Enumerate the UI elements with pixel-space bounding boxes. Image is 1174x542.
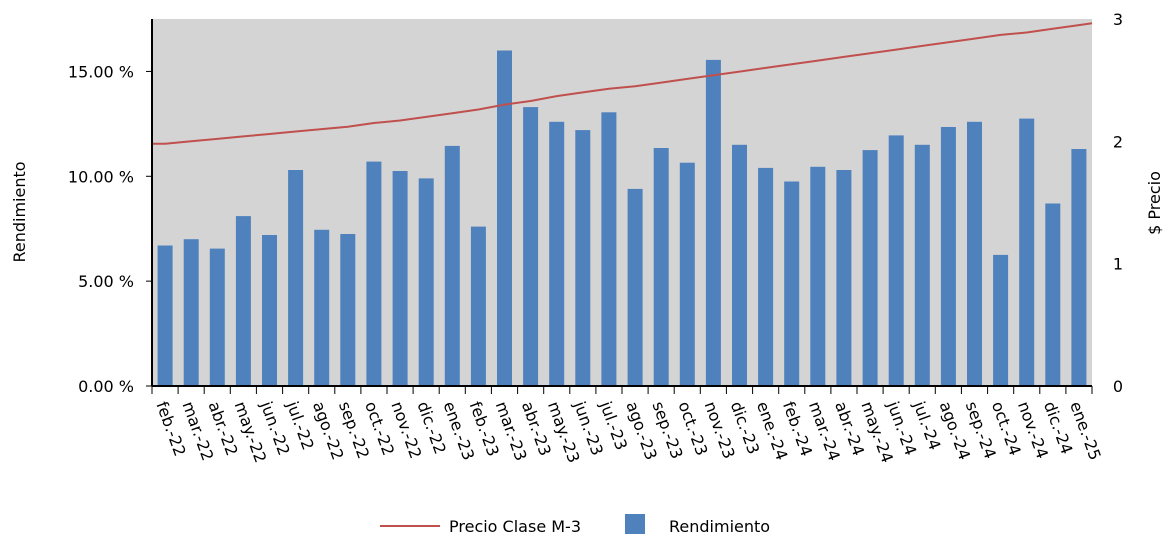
y2-axis-title: $ Precio bbox=[1145, 171, 1164, 235]
legend-label-price: Precio Clase M-3 bbox=[449, 517, 581, 536]
bar-rendimiento bbox=[888, 135, 904, 386]
legend-label-rendimiento: Rendimiento bbox=[669, 517, 770, 536]
bar-rendimiento bbox=[1071, 149, 1087, 386]
bar-rendimiento bbox=[157, 245, 173, 386]
bars-group bbox=[157, 50, 1087, 387]
left-tick-label: 15.00 % bbox=[68, 62, 134, 81]
bar-rendimiento bbox=[836, 170, 852, 386]
legend-bar-swatch bbox=[625, 514, 645, 534]
bar-rendimiento bbox=[940, 127, 956, 386]
bar-rendimiento bbox=[627, 188, 643, 386]
bar-rendimiento bbox=[784, 181, 800, 386]
price-line bbox=[152, 22, 1093, 145]
bar-rendimiento bbox=[418, 178, 434, 386]
bar-rendimiento bbox=[523, 107, 539, 386]
right-tick-label: 0 bbox=[1113, 377, 1123, 396]
left-axis-ticks: 0.00 % 5.00 % 10.00 % 15.00 % bbox=[68, 62, 152, 396]
right-axis-ticks: 0 1 2 3 bbox=[1113, 10, 1123, 396]
bar-rendimiento bbox=[1045, 203, 1061, 386]
left-tick-label: 0.00 % bbox=[78, 377, 134, 396]
bar-rendimiento bbox=[862, 150, 878, 386]
y-axis-title: Rendimiento bbox=[10, 161, 29, 262]
bar-rendimiento bbox=[549, 121, 565, 387]
bar-rendimiento bbox=[653, 148, 669, 386]
plot-area bbox=[152, 19, 1092, 386]
bar-rendimiento bbox=[314, 229, 330, 386]
bar-rendimiento bbox=[732, 144, 747, 386]
left-tick-label: 5.00 % bbox=[78, 272, 134, 291]
bar-rendimiento bbox=[758, 167, 774, 386]
right-tick-label: 2 bbox=[1113, 132, 1123, 151]
x-tick-label: ene.-25 bbox=[1066, 399, 1105, 463]
bar-rendimiento bbox=[392, 171, 408, 386]
right-tick-label: 1 bbox=[1113, 255, 1123, 274]
bar-rendimiento bbox=[914, 144, 930, 386]
x-axis-ticks: feb.-22mar.-22abr.-22may.-22jun.-22jul.-… bbox=[151, 386, 1105, 465]
bar-rendimiento bbox=[601, 112, 617, 387]
bar-rendimiento bbox=[235, 216, 251, 386]
bar-rendimiento bbox=[679, 162, 695, 386]
bar-rendimiento bbox=[444, 145, 460, 386]
bar-rendimiento bbox=[810, 166, 826, 386]
bar-rendimiento bbox=[183, 239, 199, 386]
bar-rendimiento bbox=[340, 234, 356, 386]
bar-rendimiento bbox=[209, 248, 225, 386]
bar-rendimiento bbox=[1019, 118, 1035, 386]
bar-rendimiento bbox=[575, 130, 591, 386]
bar-rendimiento bbox=[288, 170, 304, 386]
legend: Precio Clase M-3 Rendimiento bbox=[380, 514, 770, 536]
price-line-group bbox=[152, 22, 1093, 145]
left-tick-label: 10.00 % bbox=[68, 167, 134, 186]
bar-rendimiento bbox=[366, 161, 382, 386]
right-tick-label: 3 bbox=[1113, 10, 1123, 29]
bar-rendimiento bbox=[470, 226, 486, 386]
bar-rendimiento bbox=[967, 121, 982, 387]
bar-rendimiento bbox=[993, 254, 1009, 386]
bar-rendimiento bbox=[262, 235, 277, 386]
bar-rendimiento bbox=[497, 50, 512, 386]
bar-rendimiento bbox=[705, 59, 721, 387]
